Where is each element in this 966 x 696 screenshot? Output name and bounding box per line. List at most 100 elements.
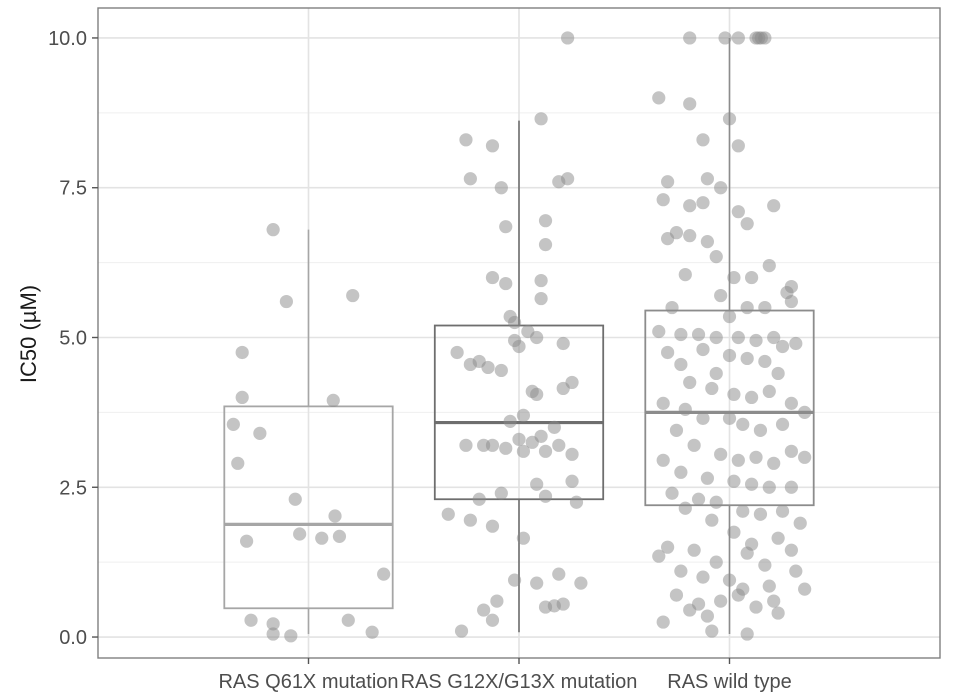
data-point (530, 576, 544, 590)
data-point (753, 507, 768, 521)
data-point (441, 507, 455, 521)
data-point (683, 229, 697, 243)
data-point (767, 330, 781, 345)
data-point (652, 549, 666, 563)
data-point (714, 594, 728, 608)
x-tick-label: RAS wild type (667, 671, 792, 693)
y-tick-label: 10.0 (48, 28, 87, 50)
data-point (365, 625, 379, 639)
data-point (552, 438, 566, 452)
data-point (793, 516, 807, 530)
x-tick-label: RAS Q61X mutation (218, 671, 398, 693)
data-point (678, 267, 692, 282)
data-point (700, 609, 714, 623)
data-point (696, 342, 710, 357)
data-point (798, 582, 812, 596)
data-point (727, 474, 741, 488)
data-point (569, 495, 584, 509)
data-point (691, 492, 706, 506)
data-point (279, 294, 293, 309)
data-point (714, 447, 728, 461)
data-point (490, 594, 504, 608)
data-point (530, 387, 544, 402)
data-point (700, 471, 714, 485)
data-point (718, 31, 732, 45)
data-point (244, 613, 258, 627)
data-point (740, 546, 754, 560)
data-point (235, 345, 249, 360)
data-point (516, 531, 531, 545)
data-point (687, 438, 701, 452)
data-point (534, 112, 548, 126)
data-point (731, 588, 745, 602)
data-point (377, 567, 391, 581)
data-point (696, 133, 710, 147)
data-point (674, 327, 688, 342)
data-point (731, 330, 745, 345)
data-point (758, 31, 772, 45)
data-point (499, 441, 513, 455)
data-point (758, 300, 772, 315)
data-point (656, 453, 670, 467)
data-point (762, 259, 776, 273)
data-point (696, 196, 710, 210)
data-point (736, 504, 750, 518)
y-axis-title: IC50 (µM) (16, 285, 41, 383)
data-point (745, 390, 759, 405)
data-point (507, 315, 522, 330)
data-point (346, 288, 360, 303)
y-tick-label: 5.0 (59, 327, 87, 349)
data-point (740, 217, 754, 231)
data-point (683, 603, 697, 617)
data-point (762, 480, 776, 494)
data-point (789, 564, 803, 578)
data-point (691, 327, 706, 342)
data-point (450, 345, 464, 360)
data-point (494, 181, 508, 195)
data-point (226, 417, 240, 431)
data-point (266, 627, 280, 641)
data-point (552, 567, 566, 581)
data-point (556, 336, 570, 351)
data-point (661, 540, 675, 554)
data-point (547, 420, 561, 434)
data-point (315, 531, 329, 545)
iqr-box (223, 405, 394, 610)
data-point (696, 411, 710, 425)
data-point (683, 31, 697, 45)
data-point (512, 339, 526, 354)
data-point (727, 270, 741, 285)
data-point (231, 456, 245, 470)
data-point (669, 588, 684, 602)
data-point (499, 276, 513, 291)
data-point (565, 474, 579, 488)
data-point (740, 351, 754, 366)
data-point (240, 534, 254, 548)
data-point (463, 513, 477, 527)
data-point (762, 579, 776, 593)
data-point (665, 486, 679, 500)
data-point (722, 309, 737, 324)
y-tick-label: 2.5 (59, 477, 87, 499)
y-axis-ticks: 0.0 2.5 5.0 7.5 10.0 (48, 28, 98, 649)
data-point (266, 223, 280, 237)
data-point (784, 543, 798, 557)
data-point (784, 444, 798, 458)
data-point (561, 172, 575, 186)
data-point (530, 330, 544, 345)
data-point (538, 444, 553, 458)
data-point (758, 558, 772, 572)
data-point (525, 435, 539, 449)
data-point (284, 629, 298, 643)
data-point (565, 447, 579, 461)
x-axis-ticks: RAS Q61X mutation RAS G12X/G13X mutation R… (218, 658, 792, 693)
data-point (494, 363, 508, 378)
data-point (749, 450, 763, 464)
data-point (293, 527, 307, 541)
data-point (652, 91, 666, 105)
data-point (771, 531, 785, 545)
data-point (731, 205, 745, 219)
data-point (454, 624, 469, 638)
data-point (516, 444, 531, 458)
